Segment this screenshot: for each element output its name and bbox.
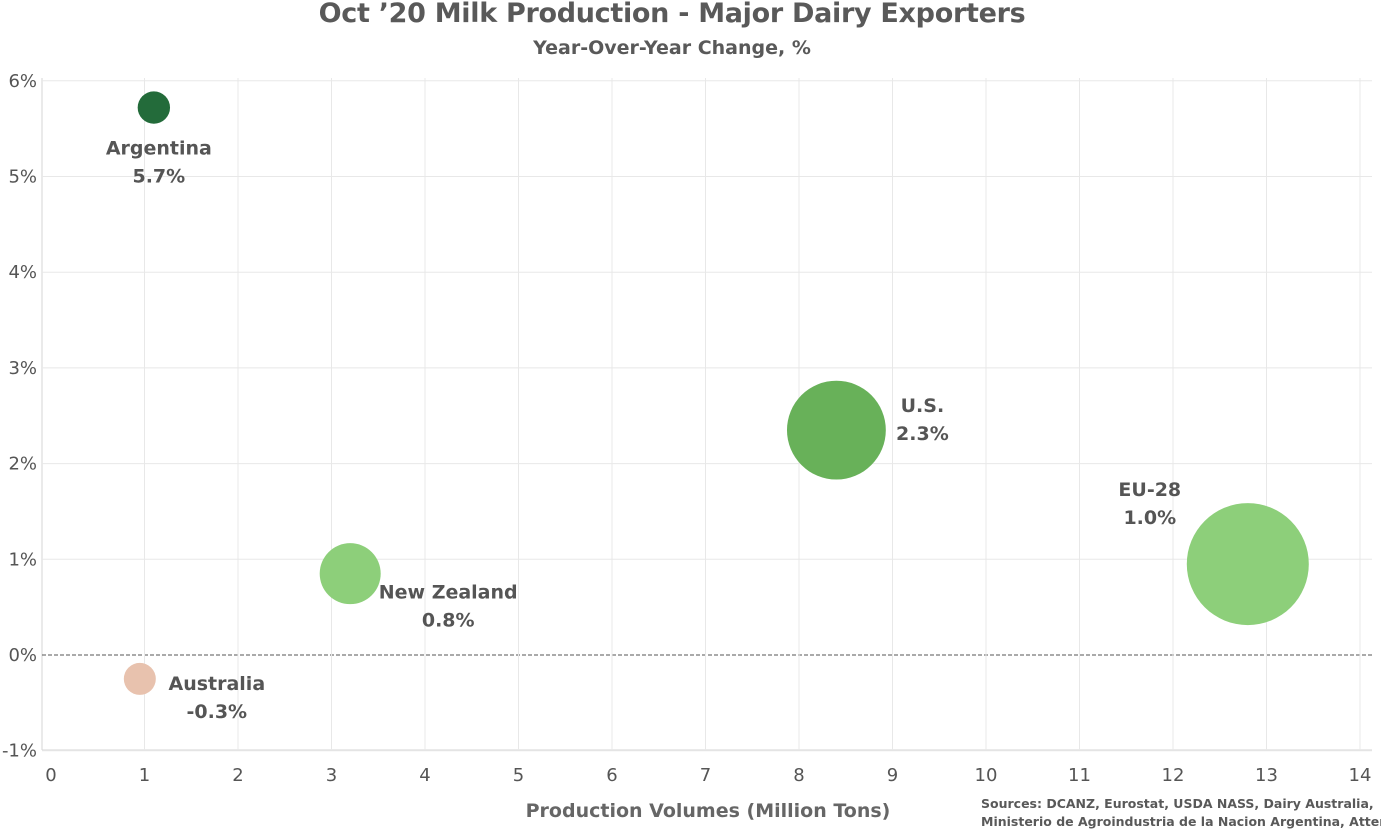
grid-lines bbox=[41, 78, 1372, 752]
x-tick-label: 5 bbox=[513, 765, 524, 786]
label-name-australia: Australia bbox=[168, 673, 265, 695]
bubble-new-zealand bbox=[319, 543, 381, 605]
label-value-argentina: 5.7% bbox=[132, 166, 185, 188]
bubble-u-s bbox=[786, 380, 886, 480]
chart-title: Oct ’20 Milk Production - Major Dairy Ex… bbox=[318, 0, 1026, 29]
x-tick-label: 6 bbox=[606, 765, 617, 786]
y-tick-label: 1% bbox=[8, 549, 37, 570]
label-value-australia: -0.3% bbox=[187, 701, 248, 723]
sources-note: Sources: DCANZ, Eurostat, USDA NASS, Dai… bbox=[981, 795, 1381, 831]
label-value-u-s: 2.3% bbox=[896, 423, 949, 445]
x-tick-label: 7 bbox=[700, 765, 711, 786]
x-tick-label: 14 bbox=[1349, 765, 1372, 786]
label-name-new-zealand: New Zealand bbox=[379, 582, 518, 604]
label-value-eu-28: 1.0% bbox=[1123, 507, 1176, 529]
x-tick-label: 4 bbox=[419, 765, 430, 786]
sources-line-2: Ministerio de Agroindustria de la Nacion… bbox=[981, 814, 1381, 829]
bubble-australia bbox=[123, 662, 156, 695]
x-axis: 0 1 2 3 4 5 6 7 8 9 10 11 12 13 14 bbox=[45, 765, 1371, 786]
x-tick-label: 10 bbox=[975, 765, 998, 786]
x-tick-label: 2 bbox=[232, 765, 243, 786]
y-tick-label: 5% bbox=[8, 167, 37, 188]
label-name-eu-28: EU-28 bbox=[1118, 479, 1181, 501]
y-tick-label: -1% bbox=[2, 741, 37, 762]
sources-line-1: Sources: DCANZ, Eurostat, USDA NASS, Dai… bbox=[981, 796, 1374, 811]
y-tick-label: 3% bbox=[8, 358, 37, 379]
y-axis: -1% 0% 1% 2% 3% 4% 5% 6% bbox=[2, 71, 37, 762]
label-name-u-s: U.S. bbox=[901, 395, 945, 417]
x-tick-label: 9 bbox=[887, 765, 898, 786]
data-labels: Argentina 5.7% U.S. 2.3% EU-28 1.0% New Zealan… bbox=[106, 138, 1181, 723]
x-tick-label: 11 bbox=[1068, 765, 1091, 786]
x-tick-label: 12 bbox=[1162, 765, 1185, 786]
x-tick-label: 8 bbox=[793, 765, 804, 786]
y-tick-label: 0% bbox=[8, 645, 37, 666]
label-name-argentina: Argentina bbox=[106, 138, 212, 160]
bubble-eu-28 bbox=[1186, 503, 1309, 626]
x-tick-label: 3 bbox=[326, 765, 337, 786]
x-tick-label: 13 bbox=[1255, 765, 1278, 786]
x-tick-label: 1 bbox=[139, 765, 150, 786]
y-tick-label: 6% bbox=[8, 71, 37, 92]
data-points bbox=[123, 91, 1309, 695]
y-tick-label: 2% bbox=[8, 454, 37, 475]
y-tick-label: 4% bbox=[8, 262, 37, 283]
label-value-new-zealand: 0.8% bbox=[422, 610, 475, 632]
chart-subtitle: Year-Over-Year Change, % bbox=[533, 37, 811, 59]
x-tick-label: 0 bbox=[45, 765, 56, 786]
x-axis-label: Production Volumes (Million Tons) bbox=[526, 800, 891, 822]
bubble-argentina bbox=[137, 91, 171, 124]
